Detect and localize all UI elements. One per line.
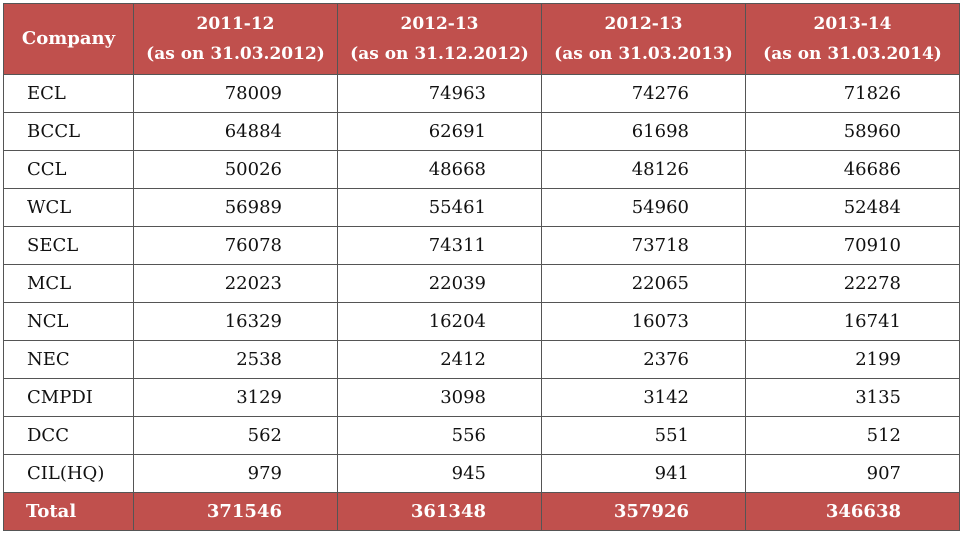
value-cell: 56989 bbox=[133, 188, 338, 227]
value-cell: 73718 bbox=[541, 226, 746, 265]
value-cell: 71826 bbox=[745, 74, 960, 113]
header-date: (as on 31.03.2013) bbox=[554, 44, 733, 64]
value-cell: 52484 bbox=[745, 188, 960, 227]
manpower-table: Company 2011-12 (as on 31.03.2012) 2012-… bbox=[3, 3, 960, 531]
table-row: DCC 562 556 551 512 bbox=[3, 416, 960, 455]
header-date: (as on 31.03.2014) bbox=[763, 44, 942, 64]
value-cell: 16073 bbox=[541, 302, 746, 341]
value-cell: 55461 bbox=[337, 188, 542, 227]
header-2013-14: 2013-14 (as on 31.03.2014) bbox=[745, 3, 960, 75]
value-cell: 3129 bbox=[133, 378, 338, 417]
header-period: 2011-12 bbox=[196, 14, 275, 34]
company-cell: CCL bbox=[3, 150, 134, 189]
table-row: CCL 50026 48668 48126 46686 bbox=[3, 150, 960, 189]
total-cell: 357926 bbox=[541, 492, 746, 531]
value-cell: 22278 bbox=[745, 264, 960, 303]
header-date: (as on 31.03.2012) bbox=[146, 44, 325, 64]
value-cell: 74963 bbox=[337, 74, 542, 113]
value-cell: 3142 bbox=[541, 378, 746, 417]
value-cell: 78009 bbox=[133, 74, 338, 113]
value-cell: 16329 bbox=[133, 302, 338, 341]
header-2012-13-mar: 2012-13 (as on 31.03.2013) bbox=[541, 3, 746, 75]
value-cell: 16204 bbox=[337, 302, 542, 341]
header-company: Company bbox=[3, 3, 134, 75]
value-cell: 54960 bbox=[541, 188, 746, 227]
header-2011-12: 2011-12 (as on 31.03.2012) bbox=[133, 3, 338, 75]
table-row: NEC 2538 2412 2376 2199 bbox=[3, 340, 960, 379]
total-row: Total 371546 361348 357926 346638 bbox=[3, 492, 960, 531]
value-cell: 907 bbox=[745, 454, 960, 493]
total-cell: 346638 bbox=[745, 492, 960, 531]
table-row: SECL 76078 74311 73718 70910 bbox=[3, 226, 960, 265]
table-row: CMPDI 3129 3098 3142 3135 bbox=[3, 378, 960, 417]
value-cell: 61698 bbox=[541, 112, 746, 151]
company-cell: CMPDI bbox=[3, 378, 134, 417]
header-company-label: Company bbox=[21, 28, 116, 49]
value-cell: 2199 bbox=[745, 340, 960, 379]
value-cell: 22023 bbox=[133, 264, 338, 303]
header-period: 2012-13 bbox=[400, 14, 479, 34]
table-body: ECL 78009 74963 74276 71826 BCCL 64884 62691 616… bbox=[3, 74, 960, 493]
company-cell: DCC bbox=[3, 416, 134, 455]
value-cell: 48126 bbox=[541, 150, 746, 189]
total-label: Total bbox=[3, 492, 134, 531]
company-cell: SECL bbox=[3, 226, 134, 265]
value-cell: 941 bbox=[541, 454, 746, 493]
value-cell: 979 bbox=[133, 454, 338, 493]
value-cell: 74311 bbox=[337, 226, 542, 265]
value-cell: 512 bbox=[745, 416, 960, 455]
value-cell: 2376 bbox=[541, 340, 746, 379]
table-row: NCL 16329 16204 16073 16741 bbox=[3, 302, 960, 341]
table-row: CIL(HQ) 979 945 941 907 bbox=[3, 454, 960, 493]
company-cell: BCCL bbox=[3, 112, 134, 151]
value-cell: 22039 bbox=[337, 264, 542, 303]
header-period: 2012-13 bbox=[604, 14, 683, 34]
value-cell: 76078 bbox=[133, 226, 338, 265]
value-cell: 70910 bbox=[745, 226, 960, 265]
header-2012-13-dec: 2012-13 (as on 31.12.2012) bbox=[337, 3, 542, 75]
value-cell: 2538 bbox=[133, 340, 338, 379]
total-cell: 361348 bbox=[337, 492, 542, 531]
table-row: ECL 78009 74963 74276 71826 bbox=[3, 74, 960, 113]
table-row: WCL 56989 55461 54960 52484 bbox=[3, 188, 960, 227]
value-cell: 562 bbox=[133, 416, 338, 455]
table-row: BCCL 64884 62691 61698 58960 bbox=[3, 112, 960, 151]
value-cell: 48668 bbox=[337, 150, 542, 189]
value-cell: 3098 bbox=[337, 378, 542, 417]
company-cell: NEC bbox=[3, 340, 134, 379]
total-cell: 371546 bbox=[133, 492, 338, 531]
company-cell: WCL bbox=[3, 188, 134, 227]
value-cell: 556 bbox=[337, 416, 542, 455]
value-cell: 2412 bbox=[337, 340, 542, 379]
value-cell: 3135 bbox=[745, 378, 960, 417]
value-cell: 22065 bbox=[541, 264, 746, 303]
value-cell: 945 bbox=[337, 454, 542, 493]
company-cell: ECL bbox=[3, 74, 134, 113]
value-cell: 46686 bbox=[745, 150, 960, 189]
value-cell: 50026 bbox=[133, 150, 338, 189]
value-cell: 551 bbox=[541, 416, 746, 455]
table-row: MCL 22023 22039 22065 22278 bbox=[3, 264, 960, 303]
company-cell: MCL bbox=[3, 264, 134, 303]
value-cell: 16741 bbox=[745, 302, 960, 341]
value-cell: 64884 bbox=[133, 112, 338, 151]
table-header-row: Company 2011-12 (as on 31.03.2012) 2012-… bbox=[3, 3, 960, 75]
company-cell: NCL bbox=[3, 302, 134, 341]
company-cell: CIL(HQ) bbox=[3, 454, 134, 493]
value-cell: 58960 bbox=[745, 112, 960, 151]
header-date: (as on 31.12.2012) bbox=[350, 44, 529, 64]
value-cell: 62691 bbox=[337, 112, 542, 151]
value-cell: 74276 bbox=[541, 74, 746, 113]
header-period: 2013-14 bbox=[813, 14, 892, 34]
